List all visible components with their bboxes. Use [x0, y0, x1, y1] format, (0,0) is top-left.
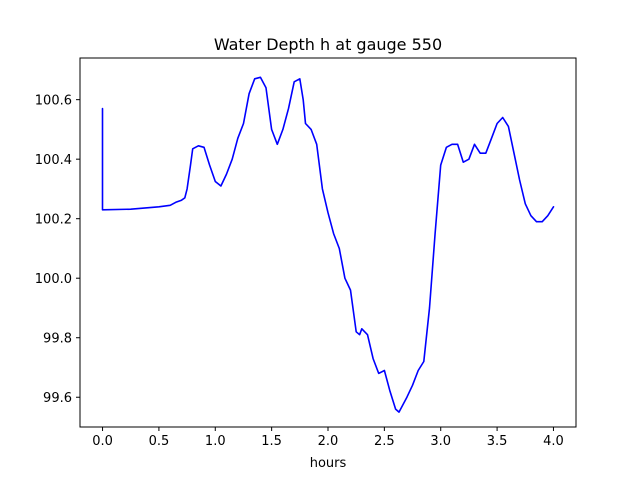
x-tick-label: 4.0: [543, 434, 564, 449]
x-tick-label: 0.0: [92, 434, 113, 449]
x-tick-label: 3.0: [430, 434, 451, 449]
y-tick-label: 99.8: [43, 332, 72, 347]
y-tick-label: 100.2: [35, 213, 72, 228]
y-tick-label: 100.4: [35, 153, 72, 168]
y-tick-label: 99.6: [43, 391, 72, 406]
y-axis: 99.6 99.8 100.0 100.2 100.4 100.6: [35, 94, 80, 406]
x-tick-label: 1.5: [261, 434, 282, 449]
x-tick-label: 3.5: [487, 434, 508, 449]
y-tick-label: 100.6: [35, 94, 72, 109]
x-tick-label: 1.0: [205, 434, 226, 449]
axes-frame: [79, 57, 577, 428]
y-tick-label: 100.0: [35, 272, 72, 287]
x-tick-label: 2.5: [374, 434, 395, 449]
series-line: [101, 76, 555, 413]
x-tick-label: 0.5: [149, 434, 170, 449]
chart-title: Water Depth h at gauge 550: [214, 35, 442, 54]
x-tick-label: 2.0: [318, 434, 339, 449]
x-axis-label: hours: [310, 456, 347, 471]
plot-area: [101, 76, 555, 413]
x-axis: 0.0 0.5 1.0 1.5 2.0 2.5 3.0 3.5 4.0: [92, 427, 564, 449]
